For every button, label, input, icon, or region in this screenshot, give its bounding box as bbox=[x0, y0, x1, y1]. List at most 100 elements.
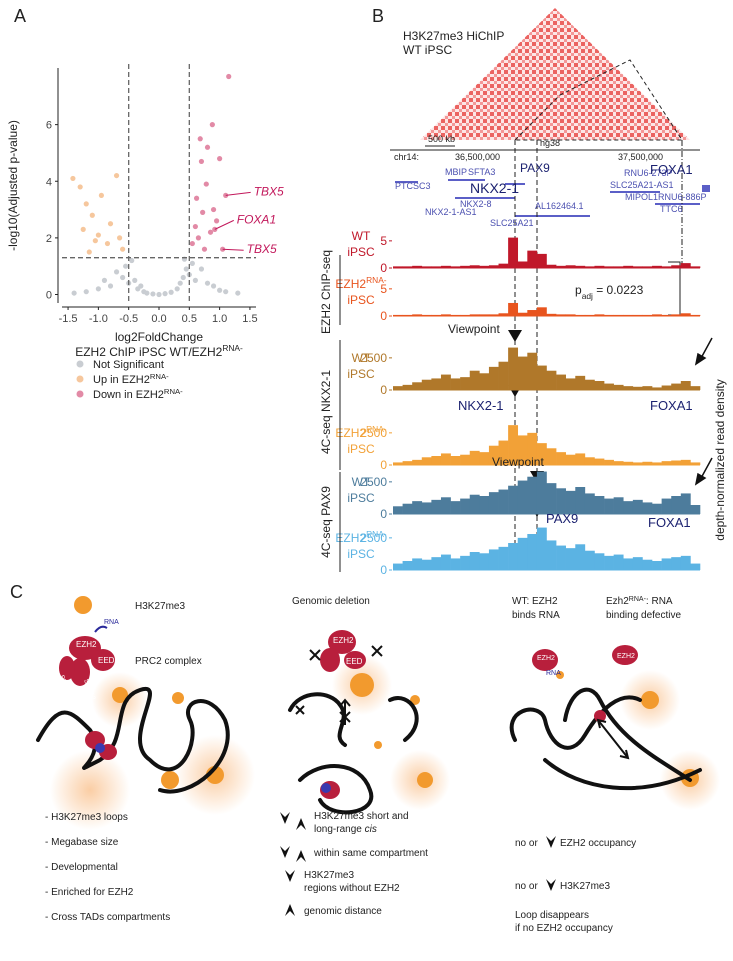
gene-label: MBIP bbox=[445, 167, 467, 177]
coverage-bar bbox=[565, 548, 576, 570]
annotation: TBX5 bbox=[247, 242, 277, 256]
coverage-bar bbox=[661, 558, 672, 570]
track-name: EZH2RNA- bbox=[335, 529, 386, 545]
coverage-bar bbox=[642, 386, 653, 390]
coverage-bar bbox=[680, 263, 691, 268]
coverage-bar bbox=[402, 266, 413, 268]
y-axis-title: -log10(Adjusted p-value) bbox=[6, 120, 20, 251]
coverage-bar bbox=[613, 266, 624, 268]
coverage-bar bbox=[584, 266, 595, 268]
point bbox=[210, 206, 217, 213]
gene-label: PAX9 bbox=[520, 161, 550, 175]
coverage-bar bbox=[421, 502, 432, 514]
coverage-bar bbox=[412, 265, 423, 268]
coverage-bar bbox=[460, 498, 471, 514]
coverage-bar bbox=[508, 237, 519, 268]
point bbox=[123, 263, 129, 269]
point bbox=[92, 238, 98, 244]
diagram-label-part: : RNA bbox=[646, 596, 673, 607]
h3k27me3-mark bbox=[74, 596, 92, 614]
legend-label-part: Not Significant bbox=[93, 359, 164, 371]
note: no or bbox=[515, 838, 538, 849]
coverage-bar bbox=[671, 460, 682, 465]
coverage-bar bbox=[680, 555, 691, 570]
subunit bbox=[320, 648, 340, 672]
coverage-bar bbox=[565, 378, 576, 390]
coverage-bar bbox=[508, 302, 519, 316]
coverage-bar bbox=[450, 456, 461, 465]
gene-label: NKX2-8 bbox=[460, 199, 492, 209]
coverage-bar bbox=[508, 543, 519, 570]
coverage-bar bbox=[488, 549, 499, 570]
coverage-bar bbox=[623, 265, 634, 268]
coverage-bar bbox=[469, 314, 480, 316]
coverage-bar bbox=[431, 456, 442, 465]
track-name: EZH2RNA- bbox=[335, 424, 386, 440]
point bbox=[156, 291, 162, 298]
legend-swatch bbox=[76, 390, 84, 398]
coverage-bar bbox=[393, 462, 403, 465]
y-tick-label: 0 bbox=[380, 507, 387, 521]
coverage-bar bbox=[680, 493, 691, 514]
coverage-bar bbox=[469, 450, 480, 465]
coverage-bar bbox=[421, 266, 432, 268]
coverage-bar bbox=[690, 266, 701, 268]
coverage-bar bbox=[402, 561, 413, 570]
note: - Cross TADs compartments bbox=[45, 912, 170, 923]
coverage-bar bbox=[431, 557, 442, 570]
diagram-label: PRC2 complex bbox=[135, 656, 202, 667]
coverage-bar bbox=[594, 314, 605, 316]
coverage-bar bbox=[431, 314, 442, 316]
coverage-bar bbox=[546, 540, 557, 570]
y-tick-label: 5 bbox=[380, 282, 387, 296]
y-tick-label: 2500 bbox=[360, 426, 387, 440]
note: if no EZH2 occupancy bbox=[515, 923, 613, 934]
point bbox=[177, 280, 183, 286]
y-tick-label: 2500 bbox=[360, 475, 387, 489]
track-name: WT bbox=[352, 351, 371, 365]
track-name-part: EZH2 bbox=[335, 277, 366, 291]
point bbox=[71, 290, 77, 296]
h3k27me3-marks bbox=[112, 671, 699, 789]
coverage-bar bbox=[546, 483, 557, 514]
point bbox=[197, 136, 203, 142]
track-name-part: WT bbox=[352, 475, 371, 489]
coverage-bar bbox=[680, 459, 691, 465]
coverage-bar bbox=[460, 265, 471, 268]
coverage-bar bbox=[565, 490, 576, 514]
coverage-bar bbox=[632, 462, 643, 465]
rna bbox=[321, 783, 331, 793]
marker-label: FOXA1 bbox=[650, 398, 693, 413]
coverage-bar bbox=[508, 485, 519, 514]
diagram-label: RNA bbox=[546, 670, 561, 677]
y-tick-label: 0 bbox=[380, 383, 387, 397]
coverage-bar bbox=[652, 314, 662, 316]
coverage-bar bbox=[632, 266, 643, 268]
coverage-bar bbox=[546, 448, 557, 465]
point bbox=[189, 260, 195, 266]
coverage-bar bbox=[460, 454, 471, 465]
coverage-bar bbox=[469, 494, 480, 514]
coverage-bar bbox=[527, 250, 538, 268]
point bbox=[120, 246, 126, 252]
note-glyphs bbox=[280, 812, 556, 916]
coverage-bar bbox=[402, 314, 413, 316]
coverage-bar bbox=[556, 488, 566, 514]
coverage-bar bbox=[421, 379, 432, 390]
coverage-bar bbox=[661, 314, 672, 316]
coverage-bar bbox=[604, 266, 614, 268]
diagram-label: H3K27me3 bbox=[135, 601, 185, 612]
rna bbox=[94, 625, 108, 633]
coverage-bar bbox=[604, 383, 614, 390]
coverage-bar bbox=[431, 499, 442, 514]
coverage-bar bbox=[479, 314, 490, 316]
coverage-bar bbox=[690, 505, 701, 514]
coverage-bar bbox=[479, 373, 490, 390]
coverage-bar bbox=[479, 452, 490, 465]
subunit bbox=[532, 649, 558, 671]
coverage-bar bbox=[565, 454, 576, 465]
coverage-bar bbox=[536, 253, 547, 268]
track-name-part: WT bbox=[352, 229, 371, 243]
y-tick-label: 5 bbox=[380, 234, 387, 248]
coverage-bar bbox=[450, 378, 461, 390]
